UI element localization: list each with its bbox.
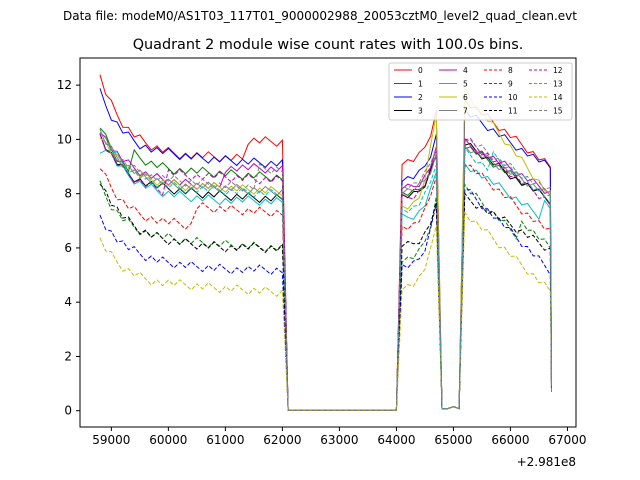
x-offset-label: +2.981e8 — [517, 455, 576, 469]
legend-label-8: 8 — [508, 66, 513, 75]
legend-label-12: 12 — [553, 66, 563, 75]
axes-frame — [79, 57, 577, 428]
x-axis: 59000 60000 61000 62000 63000 64000 65000 66000… — [92, 427, 587, 447]
legend-label-10: 10 — [508, 93, 518, 102]
y-tick-label: 4 — [64, 295, 72, 309]
x-tick-label: 60000 — [149, 433, 187, 447]
series-layer — [99, 74, 552, 411]
x-tick-label: 59000 — [92, 433, 130, 447]
legend-label-0: 0 — [418, 66, 423, 75]
y-tick-label: 12 — [57, 78, 72, 92]
legend-label-9: 9 — [508, 80, 513, 89]
legend-label-5: 5 — [463, 80, 468, 89]
figure-suptitle: Data file: modeM0/AS1T03_117T01_90000029… — [63, 9, 577, 23]
x-tick-label: 64000 — [377, 433, 415, 447]
legend-label-6: 6 — [463, 93, 468, 102]
y-tick-label: 8 — [64, 187, 72, 201]
series-line-15 — [99, 133, 552, 411]
legend-box — [388, 62, 573, 121]
legend-label-3: 3 — [418, 107, 423, 116]
legend-label-14: 14 — [553, 93, 563, 102]
x-tick-label: 67000 — [548, 433, 586, 447]
series-line-14 — [99, 210, 552, 411]
y-tick-label: 10 — [57, 132, 72, 146]
legend-label-2: 2 — [418, 93, 423, 102]
x-tick-label: 66000 — [491, 433, 529, 447]
legend-label-15: 15 — [553, 107, 563, 116]
x-tick-label: 63000 — [320, 433, 358, 447]
x-tick-label: 65000 — [434, 433, 472, 447]
legend-label-4: 4 — [463, 66, 468, 75]
y-tick-label: 0 — [64, 404, 72, 418]
chart-title: Quadrant 2 module wise count rates with … — [133, 37, 524, 53]
legend-label-13: 13 — [553, 80, 563, 89]
x-tick-label: 61000 — [206, 433, 244, 447]
x-tick-label: 62000 — [263, 433, 301, 447]
plot-area: 59000 60000 61000 62000 63000 64000 65000 66000… — [57, 57, 587, 469]
y-axis: 0 2 4 6 8 10 12 — [57, 78, 80, 418]
legend-label-1: 1 — [418, 80, 423, 89]
legend-label-7: 7 — [463, 107, 468, 116]
y-tick-label: 6 — [64, 241, 72, 255]
legend-label-11: 11 — [508, 107, 518, 116]
y-tick-label: 2 — [64, 349, 72, 363]
